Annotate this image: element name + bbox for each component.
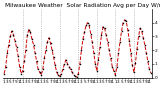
Text: Milwaukee Weather  Solar Radiation Avg per Day W/m2/minute: Milwaukee Weather Solar Radiation Avg pe…	[5, 3, 160, 8]
